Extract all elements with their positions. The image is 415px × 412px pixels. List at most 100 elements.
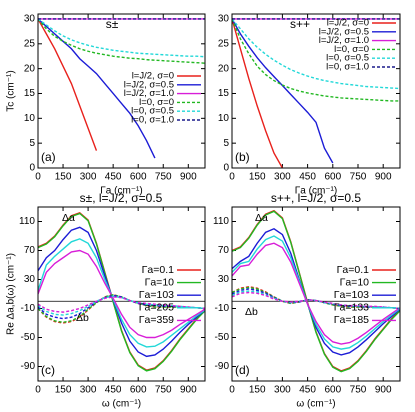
x-tick-label: 600 [130, 385, 147, 396]
x-axis-label: Γa (cm⁻¹) [295, 186, 337, 197]
legend-label: Γa=185 [334, 314, 369, 326]
x-tick-label: 300 [274, 172, 291, 183]
plot-frame [231, 13, 401, 169]
legend-label: Γa=10 [145, 276, 175, 288]
x-tick-label: 750 [350, 172, 367, 183]
series-line [38, 18, 205, 58]
legend-label: Γa=0.1 [142, 264, 175, 276]
legend-label: l=J/2, σ=0.5 [124, 79, 174, 90]
series-line [232, 18, 400, 90]
x-axis-label: ω (cm⁻¹) [296, 399, 335, 410]
y-tick-label: 15 [218, 88, 230, 99]
x-tick-label: 750 [350, 385, 367, 396]
series-line [38, 212, 205, 372]
y-tick-label: 30 [218, 14, 230, 25]
x-tick-label: 0 [35, 172, 41, 183]
legend-label: l=J/2, σ=1.0 [124, 88, 174, 99]
legend-label: Γa=103 [139, 289, 174, 301]
legend-label: l=0, σ=0 [139, 97, 174, 108]
x-tick-label: 450 [105, 172, 122, 183]
legend-label: Γa=0.1 [337, 264, 370, 276]
series-line [232, 235, 400, 350]
y-tick-label: 10 [24, 113, 36, 124]
y-tick-label: 30 [24, 14, 36, 25]
series-line [232, 210, 400, 373]
x-tick-label: 0 [35, 385, 41, 396]
y-axis-label: Re Δa,b(ω) (cm⁻¹) [6, 253, 17, 335]
panel-label: (c) [41, 363, 55, 377]
y-tick-label: 70 [218, 245, 230, 256]
series-line [232, 18, 400, 102]
y-tick-label: 20 [24, 63, 36, 74]
annotation: Δb [245, 306, 258, 318]
y-tick-label: -90 [215, 361, 230, 372]
y-tick-label: 0 [223, 163, 229, 174]
x-tick-label: 600 [324, 172, 341, 183]
y-tick-label: 15 [24, 88, 36, 99]
series-line [38, 295, 205, 316]
legend-label: l=J/2, σ=1.0 [319, 35, 369, 46]
series-line [232, 242, 400, 345]
x-tick-label: 600 [324, 385, 341, 396]
y-tick-label: 30 [218, 274, 230, 285]
panel-title: s±, l=J/2, σ=0.5 [80, 191, 163, 205]
legend-label: Γa=359 [139, 314, 174, 326]
x-axis-label: Γa (cm⁻¹) [100, 186, 142, 197]
y-tick-label: -10 [215, 303, 230, 314]
y-tick-label: 5 [29, 138, 35, 149]
legend-label: Γa=133 [334, 302, 369, 314]
panel-title: s++ [290, 17, 310, 31]
series-line [38, 226, 205, 358]
x-tick-label: 900 [180, 172, 197, 183]
x-axis-label: ω (cm⁻¹) [102, 399, 141, 410]
y-tick-label: 25 [24, 38, 36, 49]
legend-label: l=J/2, σ=0.5 [319, 26, 369, 37]
y-tick-label: -90 [21, 361, 36, 372]
legend-label: l=0, σ=1.0 [131, 115, 174, 126]
panel-title: s± [106, 17, 119, 31]
plot-frame [231, 206, 401, 382]
annotation: Δa [255, 212, 268, 224]
y-tick-label: -50 [215, 332, 230, 343]
series-line [232, 18, 334, 164]
plot-frame [37, 206, 206, 382]
series-line [232, 286, 400, 310]
series-line [232, 18, 284, 168]
y-tick-label: 0 [29, 163, 35, 174]
y-tick-label: 110 [213, 216, 229, 227]
legend-label: Γa=103 [334, 289, 369, 301]
x-tick-label: 900 [180, 385, 197, 396]
series-line [232, 291, 400, 310]
series-line [38, 18, 156, 159]
series-line [232, 227, 400, 356]
legend-label: Γa=205 [139, 302, 174, 314]
y-tick-label: -10 [21, 303, 36, 314]
legend-label: l=J/2, σ=0 [327, 18, 369, 29]
x-tick-label: 900 [375, 385, 392, 396]
legend-label: l=0, σ=0 [334, 44, 369, 55]
y-tick-label: 110 [19, 216, 35, 227]
annotation: Δa [62, 212, 75, 224]
x-tick-label: 150 [55, 172, 72, 183]
series-line [38, 296, 205, 313]
y-tick-label: 20 [218, 63, 230, 74]
panel-label: (a) [41, 150, 56, 164]
x-tick-label: 300 [80, 172, 97, 183]
y-tick-label: 5 [223, 138, 229, 149]
legend-label: l=J/2, σ=0 [132, 71, 174, 82]
x-tick-label: 900 [375, 172, 392, 183]
panel-label: (b) [235, 150, 250, 164]
y-tick-label: -50 [21, 332, 36, 343]
legend-label: l=0, σ=0.5 [326, 53, 369, 64]
legend-label: Γa=10 [340, 276, 370, 288]
legend-label: l=0, σ=0.5 [131, 106, 174, 117]
series-line [38, 18, 98, 151]
x-tick-label: 600 [130, 172, 147, 183]
x-tick-label: 750 [155, 385, 172, 396]
x-tick-label: 0 [229, 172, 235, 183]
x-tick-label: 150 [55, 385, 72, 396]
y-tick-label: 25 [218, 38, 230, 49]
x-tick-label: 450 [299, 385, 316, 396]
y-tick-label: 70 [24, 245, 36, 256]
